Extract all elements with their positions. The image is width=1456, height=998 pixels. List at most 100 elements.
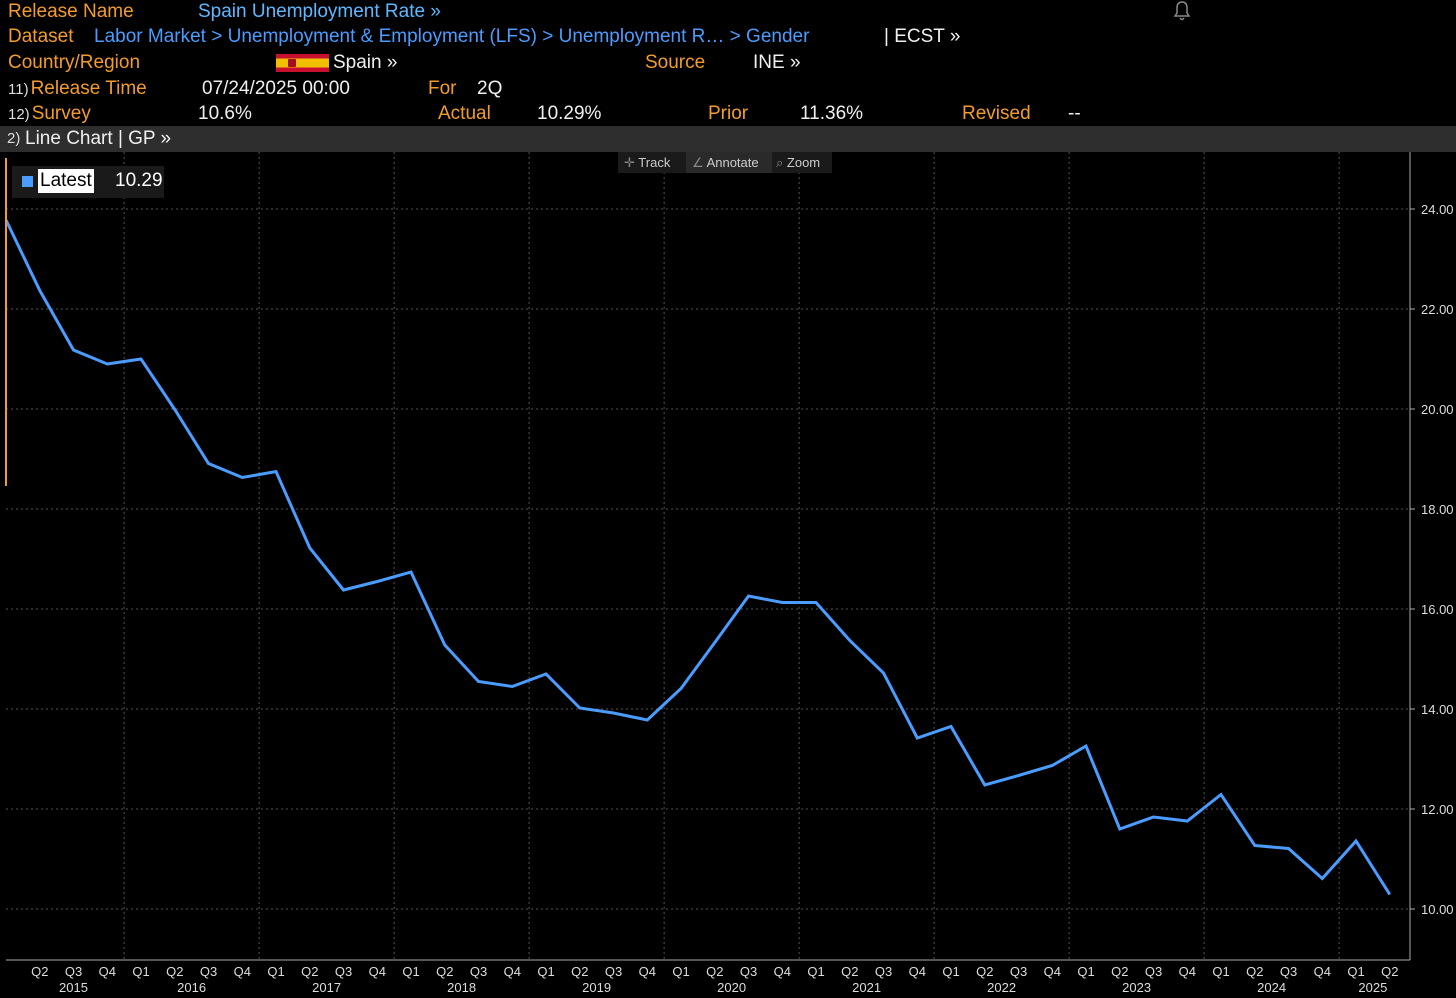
x-tick-label: Q3 [740,964,757,979]
x-tick-label: Q4 [1179,964,1196,979]
year-label: 2024 [1257,980,1286,995]
release-time-number: 11) [8,81,29,98]
x-tick-label: Q4 [774,964,791,979]
x-tick-label: Q1 [942,964,959,979]
dataset-suffix[interactable]: | ECST » [884,26,961,47]
spain-flag-icon [276,54,329,72]
for-label: For [428,78,457,99]
track-button[interactable]: ✛ Track [624,152,670,173]
x-tick-label: Q1 [267,964,284,979]
survey-value: 10.6% [198,103,252,124]
dataset-breadcrumb[interactable]: Labor Market > Unemployment & Employment… [94,26,810,47]
chart-edge-marker [5,158,7,486]
year-label: 2021 [852,980,881,995]
country-value[interactable]: Spain » [333,52,398,73]
x-tick-label: Q4 [99,964,116,979]
x-tick-label: Q3 [1145,964,1162,979]
x-tick-label: Q4 [504,964,521,979]
x-tick-label: Q1 [537,964,554,979]
year-label: 2017 [312,980,341,995]
year-label: 2020 [717,980,746,995]
legend-value: 10.29 [115,170,163,191]
prior-label: Prior [708,103,749,124]
survey-row: 12) Survey 10.6% Actual 10.29% Prior 11.3… [0,101,1456,126]
year-label: 2016 [177,980,206,995]
for-value: 2Q [477,78,503,99]
x-tick-label: Q3 [875,964,892,979]
dataset-label: Dataset [8,26,74,47]
year-label: 2025 [1358,980,1387,995]
y-tick-label: 12.00 [1421,802,1454,817]
chart-legend: Latest 10.29 [12,166,164,198]
zoom-button[interactable]: ⌕ Zoom [776,152,820,173]
country-label: Country/Region [8,52,141,73]
release-time-row: 11) Release Time 07/24/2025 00:00 For 2Q [0,76,1456,101]
prior-value: 11.36% [800,103,864,124]
year-label: 2019 [582,980,611,995]
x-tick-label: Q4 [1314,964,1331,979]
pencil-icon: ∠ [692,155,704,170]
x-tick-label: Q1 [1212,964,1229,979]
actual-label: Actual [438,103,491,124]
annotate-label: Annotate [706,155,759,170]
x-tick-label: Q2 [166,964,183,979]
x-tick-label: Q3 [335,964,352,979]
release-name-row: Release Name Spain Unemployment Rate » [0,0,1456,24]
chart-type-number: 2) [7,130,21,147]
x-tick-label: Q4 [369,964,386,979]
year-label: 2018 [447,980,476,995]
x-tick-label: Q4 [909,964,926,979]
y-tick-label: 22.00 [1421,302,1454,317]
release-name-link[interactable]: Spain Unemployment Rate » [198,1,441,22]
line-chart[interactable]: 10.00 12.00 14.00 16.00 18.00 20.00 22.00 24.00… [0,152,1456,998]
magnifier-icon: ⌕ [776,155,784,170]
x-tick-label: Q4 [234,964,251,979]
x-tick-label: Q3 [605,964,622,979]
revised-label: Revised [962,103,1031,124]
legend-swatch [22,176,33,187]
x-tick-label: Q1 [1077,964,1094,979]
x-tick-label: Q3 [65,964,82,979]
y-tick-label: 20.00 [1421,402,1454,417]
release-name-label: Release Name [8,1,134,22]
bell-icon[interactable] [1172,0,1192,22]
source-value[interactable]: INE » [753,52,801,73]
year-label: 2015 [59,980,88,995]
crosshair-icon: ✛ [624,155,635,170]
zoom-label: Zoom [786,155,821,170]
x-tick-label: Q2 [571,964,588,979]
x-tick-label: Q2 [31,964,48,979]
x-tick-label: Q2 [1111,964,1128,979]
x-tick-label: Q1 [402,964,419,979]
revised-value: -- [1068,103,1081,124]
source-label: Source [645,52,706,73]
y-tick-label: 16.00 [1421,602,1454,617]
x-tick-label: Q2 [1381,964,1398,979]
legend-label: Latest [38,169,94,193]
x-tick-label: Q1 [132,964,149,979]
x-tick-label: Q3 [1010,964,1027,979]
survey-label[interactable]: Survey [31,103,91,124]
x-tick-label: Q1 [1347,964,1364,979]
x-tick-label: Q2 [301,964,318,979]
x-tick-label: Q2 [436,964,453,979]
annotate-button[interactable]: ∠ Annotate [686,152,772,173]
x-tick-label: Q2 [706,964,723,979]
chart-type-label[interactable]: Line Chart | GP » [25,128,172,149]
x-tick-label: Q2 [841,964,858,979]
y-tick-label: 18.00 [1421,502,1454,517]
year-label: 2022 [987,980,1016,995]
x-tick-label: Q1 [807,964,824,979]
y-tick-label: 24.00 [1421,202,1454,217]
x-tick-label: Q4 [639,964,656,979]
chart-type-bar[interactable]: 2) Line Chart | GP » [0,126,1456,152]
x-tick-label: Q1 [672,964,689,979]
y-tick-label: 14.00 [1421,702,1454,717]
release-time-group: 11) Release Time [8,76,147,102]
x-tick-label: Q3 [470,964,487,979]
x-tick-label: Q3 [200,964,217,979]
release-time-value: 07/24/2025 00:00 [202,78,350,99]
x-tick-label: Q2 [976,964,993,979]
release-time-label[interactable]: Release Time [30,78,147,99]
country-row: Country/Region Spain » Source INE » [0,50,1456,75]
